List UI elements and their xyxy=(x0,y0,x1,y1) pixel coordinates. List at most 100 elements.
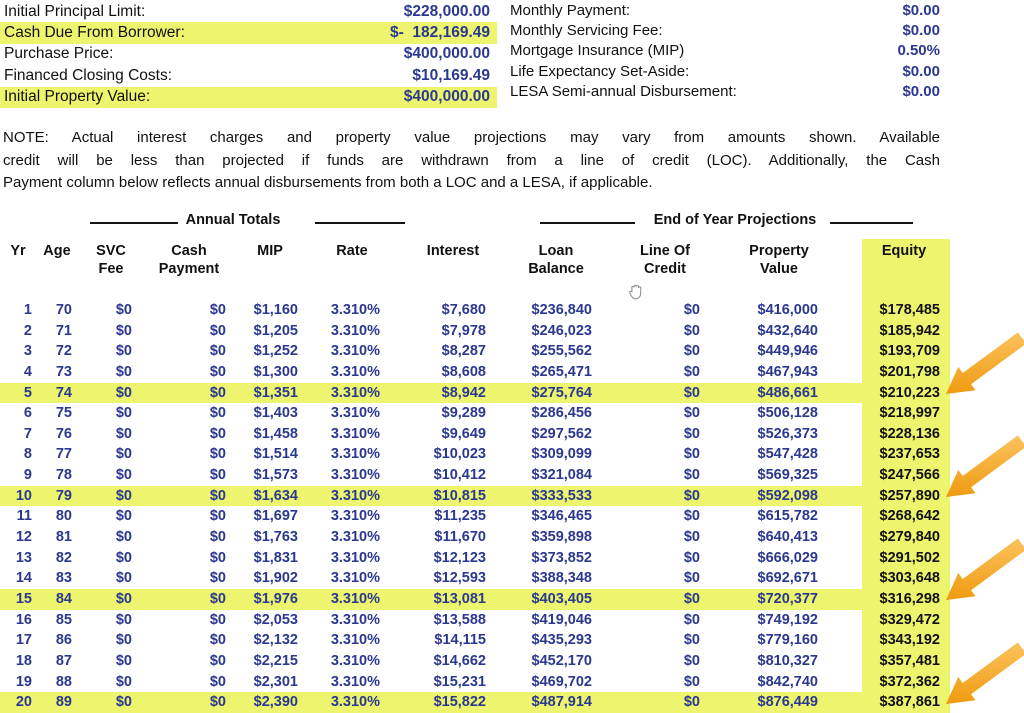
table-cell: $0 xyxy=(209,529,226,546)
table-row: 15 84 $0 $0 $1,976 3.310% $13,081 $403,405 $0 $72… xyxy=(0,588,950,610)
table-cell: $0 xyxy=(209,384,226,401)
column-header-line: Value xyxy=(760,260,798,277)
summary-right-label: LESA Semi-annual Disbursement: xyxy=(510,83,737,101)
summary-right-row: Monthly Payment: $0.00 xyxy=(508,0,942,20)
table-row: 9 78 $0 $0 $1,573 3.310% $10,412 $321,084 $0 $569… xyxy=(0,465,950,486)
table-row: 19 88 $0 $0 $2,301 3.310% $15,231 $469,702 $0 $84… xyxy=(0,672,950,693)
summary-right-value: $0.00 xyxy=(902,62,940,80)
column-header-line: Credit xyxy=(644,260,686,277)
table-cell: $506,128 xyxy=(757,405,818,422)
column-header-line: Property xyxy=(749,243,809,259)
table-cell: $236,840 xyxy=(531,302,592,318)
table-cell: $1,697 xyxy=(253,508,298,525)
table-cell: 3.310% xyxy=(330,570,380,587)
table-cell: 74 xyxy=(55,384,72,401)
note-line: NOTE: Actual interest charges and proper… xyxy=(3,129,940,146)
table-cell: $0 xyxy=(209,508,226,525)
table-cell: $0 xyxy=(209,446,226,463)
table-cell: $11,670 xyxy=(434,529,486,546)
table-row: 3 72 $0 $0 $1,252 3.310% $8,287 $255,562 $0 $449,… xyxy=(0,341,950,362)
table-cell: 84 xyxy=(55,590,72,607)
column-header-line: Payment xyxy=(158,260,220,277)
column-header-yr: Yr xyxy=(4,243,32,261)
table-cell: $0 xyxy=(683,446,700,463)
table-cell: $14,662 xyxy=(433,652,486,669)
note-line: Payment column below reflects annual dis… xyxy=(3,174,653,191)
table-cell: 3 xyxy=(23,343,32,360)
table-cell: 8 xyxy=(23,446,32,463)
table-row: 17 86 $0 $0 $2,132 3.310% $14,115 $435,293 $0 $77… xyxy=(0,630,950,651)
column-header-line: MIP xyxy=(257,243,283,259)
table-cell: $526,373 xyxy=(757,425,818,442)
summary-left-row: Financed Closing Costs: $10,169.49 xyxy=(0,65,497,86)
table-cell: $1,514 xyxy=(253,446,298,463)
table-cell: 7 xyxy=(23,425,32,442)
table-cell: $640,413 xyxy=(757,529,818,546)
table-cell: $749,192 xyxy=(757,611,818,628)
table-cell: $178,485 xyxy=(879,302,940,318)
table-cell: $592,098 xyxy=(757,487,818,504)
table-row: 6 75 $0 $0 $1,403 3.310% $9,289 $286,456 $0 $506,… xyxy=(0,403,950,424)
table-cell: $547,428 xyxy=(757,446,818,463)
summary-left-label: Purchase Price: xyxy=(4,45,114,63)
table-cell: $8,608 xyxy=(441,363,486,380)
table-cell: 86 xyxy=(55,632,72,649)
summary-right-row: LESA Semi-annual Disbursement: $0.00 xyxy=(508,82,942,102)
table-cell: $218,997 xyxy=(879,405,940,422)
table-cell: 77 xyxy=(55,446,72,463)
table-cell: $0 xyxy=(115,529,132,546)
table-cell: $0 xyxy=(683,570,700,587)
column-header-mip: MIP xyxy=(242,243,298,261)
table-cell: 3.310% xyxy=(330,694,380,711)
table-cell: $8,287 xyxy=(441,343,486,360)
table-cell: $1,403 xyxy=(253,405,298,422)
table-cell: $257,890 xyxy=(879,487,940,504)
table-cell: $246,023 xyxy=(531,322,592,339)
table-cell: $14,115 xyxy=(434,632,486,649)
column-header-line: Line Of xyxy=(640,243,690,259)
table-cell: $469,702 xyxy=(531,673,592,690)
table-cell: $13,081 xyxy=(433,590,486,607)
table-cell: $7,680 xyxy=(441,302,486,318)
table-cell: $7,978 xyxy=(441,322,486,339)
summary-left-value: $- 182,169.49 xyxy=(390,24,490,42)
table-cell: 3.310% xyxy=(330,446,380,463)
group-rule xyxy=(90,222,178,224)
table-cell: $0 xyxy=(683,405,700,422)
table-cell: $1,976 xyxy=(253,590,298,607)
table-cell: $0 xyxy=(209,322,226,339)
table-cell: $0 xyxy=(683,611,700,628)
table-cell: 3.310% xyxy=(330,611,380,628)
table-cell: $1,300 xyxy=(253,363,298,380)
table-cell: $1,252 xyxy=(253,343,298,360)
table-cell: $0 xyxy=(115,446,132,463)
table-cell: 76 xyxy=(55,425,72,442)
table-cell: $12,123 xyxy=(433,549,486,566)
table-cell: $210,223 xyxy=(879,384,940,401)
table-cell: $343,192 xyxy=(879,632,940,649)
table-cell: $185,942 xyxy=(879,322,940,339)
table-cell: $452,170 xyxy=(531,652,592,669)
table-cell: $0 xyxy=(683,322,700,339)
table-cell: $0 xyxy=(115,343,132,360)
table-cell: $388,348 xyxy=(531,570,592,587)
table-cell: $0 xyxy=(115,405,132,422)
column-header-cash-payment: Cash Payment xyxy=(152,243,226,278)
table-cell: $810,327 xyxy=(757,652,818,669)
table-cell: $286,456 xyxy=(531,405,592,422)
table-cell: 12 xyxy=(15,529,32,546)
column-header-line-of-credit: Line Of Credit xyxy=(630,243,700,278)
table-cell: $9,649 xyxy=(441,425,486,442)
table-cell: 71 xyxy=(55,322,72,339)
table-cell: 15 xyxy=(15,590,32,607)
table-cell: $0 xyxy=(115,652,132,669)
table-cell: $255,562 xyxy=(531,343,592,360)
table-cell: 3.310% xyxy=(330,590,380,607)
table-cell: $0 xyxy=(115,487,132,504)
table-cell: $419,046 xyxy=(531,611,592,628)
table-cell: $720,377 xyxy=(757,590,818,607)
table-row: 13 82 $0 $0 $1,831 3.310% $12,123 $373,852 $0 $66… xyxy=(0,548,950,569)
table-cell: $0 xyxy=(115,508,132,525)
column-header-line: Age xyxy=(43,243,71,259)
